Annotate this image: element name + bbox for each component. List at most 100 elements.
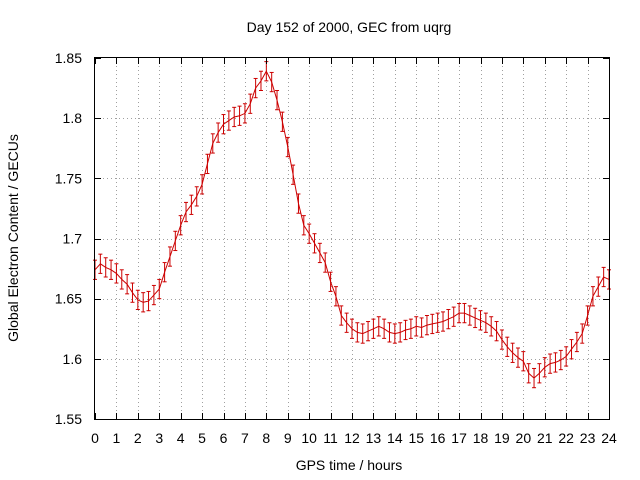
data-point xyxy=(173,230,178,252)
data-point xyxy=(542,357,547,378)
x-tick-label: 18 xyxy=(473,430,489,446)
data-point xyxy=(451,306,456,327)
data-point xyxy=(280,111,285,132)
data-point xyxy=(564,346,569,367)
x-tick-label: 17 xyxy=(451,430,467,446)
x-tick-label: 21 xyxy=(537,430,553,446)
data-point xyxy=(387,322,392,343)
data-point xyxy=(521,351,526,372)
data-point xyxy=(408,318,413,339)
x-tick-label: 12 xyxy=(344,430,360,446)
data-point xyxy=(510,342,515,363)
data-point xyxy=(419,317,424,338)
chart-title: Day 152 of 2000, GEC from uqrg xyxy=(247,19,452,35)
data-point xyxy=(499,329,504,350)
data-point xyxy=(515,347,520,368)
data-point xyxy=(505,336,510,357)
data-point xyxy=(157,278,162,300)
data-point xyxy=(355,322,360,343)
x-tick-label: 16 xyxy=(430,430,446,446)
x-tick-label: 10 xyxy=(301,430,317,446)
data-point xyxy=(98,253,103,274)
data-point xyxy=(424,315,429,336)
data-point xyxy=(258,70,263,91)
data-point xyxy=(232,106,237,128)
data-point xyxy=(526,363,531,384)
y-tick-label: 1.8 xyxy=(63,110,83,126)
data-point xyxy=(216,122,221,143)
data-point xyxy=(457,302,462,324)
data-point xyxy=(414,316,419,337)
x-tick-label: 13 xyxy=(366,430,382,446)
data-point xyxy=(275,89,280,111)
data-point xyxy=(323,252,328,273)
data-point xyxy=(596,276,601,297)
data-point xyxy=(285,136,290,158)
data-point xyxy=(532,367,537,389)
x-tick-label: 15 xyxy=(408,430,424,446)
data-point xyxy=(483,312,488,333)
x-tick-label: 8 xyxy=(262,430,270,446)
x-tick-label: 24 xyxy=(601,430,617,446)
y-tick-label: 1.75 xyxy=(55,170,82,186)
x-tick-label: 20 xyxy=(516,430,532,446)
data-point xyxy=(242,103,247,124)
data-point xyxy=(435,312,440,333)
data-point xyxy=(291,164,296,185)
x-tick-label: 22 xyxy=(558,430,574,446)
y-tick-label: 1.6 xyxy=(63,351,83,367)
data-point xyxy=(537,363,542,384)
data-point xyxy=(307,223,312,244)
data-point xyxy=(312,233,317,254)
data-point xyxy=(184,201,189,223)
data-point xyxy=(473,307,478,329)
x-tick-label: 7 xyxy=(241,430,249,446)
data-point xyxy=(580,323,585,344)
data-point xyxy=(301,215,306,236)
y-tick-label: 1.65 xyxy=(55,291,82,307)
x-tick-label: 6 xyxy=(220,430,228,446)
data-point xyxy=(103,257,108,278)
x-tick-label: 1 xyxy=(113,430,121,446)
data-point xyxy=(590,286,595,307)
data-point xyxy=(601,266,606,288)
data-point xyxy=(253,77,258,99)
data-point xyxy=(135,289,140,310)
data-point xyxy=(430,313,435,335)
data-point xyxy=(130,282,135,303)
data-point xyxy=(569,339,574,360)
grid xyxy=(95,58,609,419)
series-gec xyxy=(93,61,611,389)
data-point xyxy=(248,93,253,114)
data-point xyxy=(114,263,119,284)
x-tick-label: 5 xyxy=(198,430,206,446)
x-tick-label: 2 xyxy=(134,430,142,446)
data-point xyxy=(178,215,183,236)
data-point xyxy=(333,286,338,307)
x-tick-labels: 0 1 2 3 4 5 6 7 8 9 10 11 12 13 14 15 16 17 18 19 20 21 22 23 24 xyxy=(91,430,617,446)
y-tick-label: 1.7 xyxy=(63,231,83,247)
data-point xyxy=(585,305,590,326)
data-point xyxy=(467,305,472,326)
data-point xyxy=(446,308,451,330)
data-point xyxy=(371,318,376,339)
data-point xyxy=(553,352,558,373)
data-point xyxy=(339,305,344,326)
x-tick-label: 19 xyxy=(494,430,510,446)
data-point xyxy=(494,321,499,342)
data-point xyxy=(200,174,205,195)
data-point xyxy=(119,269,124,290)
plot-frame xyxy=(94,57,610,420)
y-tick-label: 1.55 xyxy=(55,411,82,427)
y-tick-labels: 1.55 1.6 1.65 1.7 1.75 1.8 1.85 xyxy=(55,50,82,427)
x-tick-label: 4 xyxy=(177,430,185,446)
data-point xyxy=(344,312,349,333)
data-point xyxy=(237,105,242,126)
data-point xyxy=(109,259,114,280)
data-point xyxy=(478,310,483,331)
data-point xyxy=(226,110,231,131)
x-tick-label: 0 xyxy=(91,430,99,446)
data-point xyxy=(350,318,354,339)
